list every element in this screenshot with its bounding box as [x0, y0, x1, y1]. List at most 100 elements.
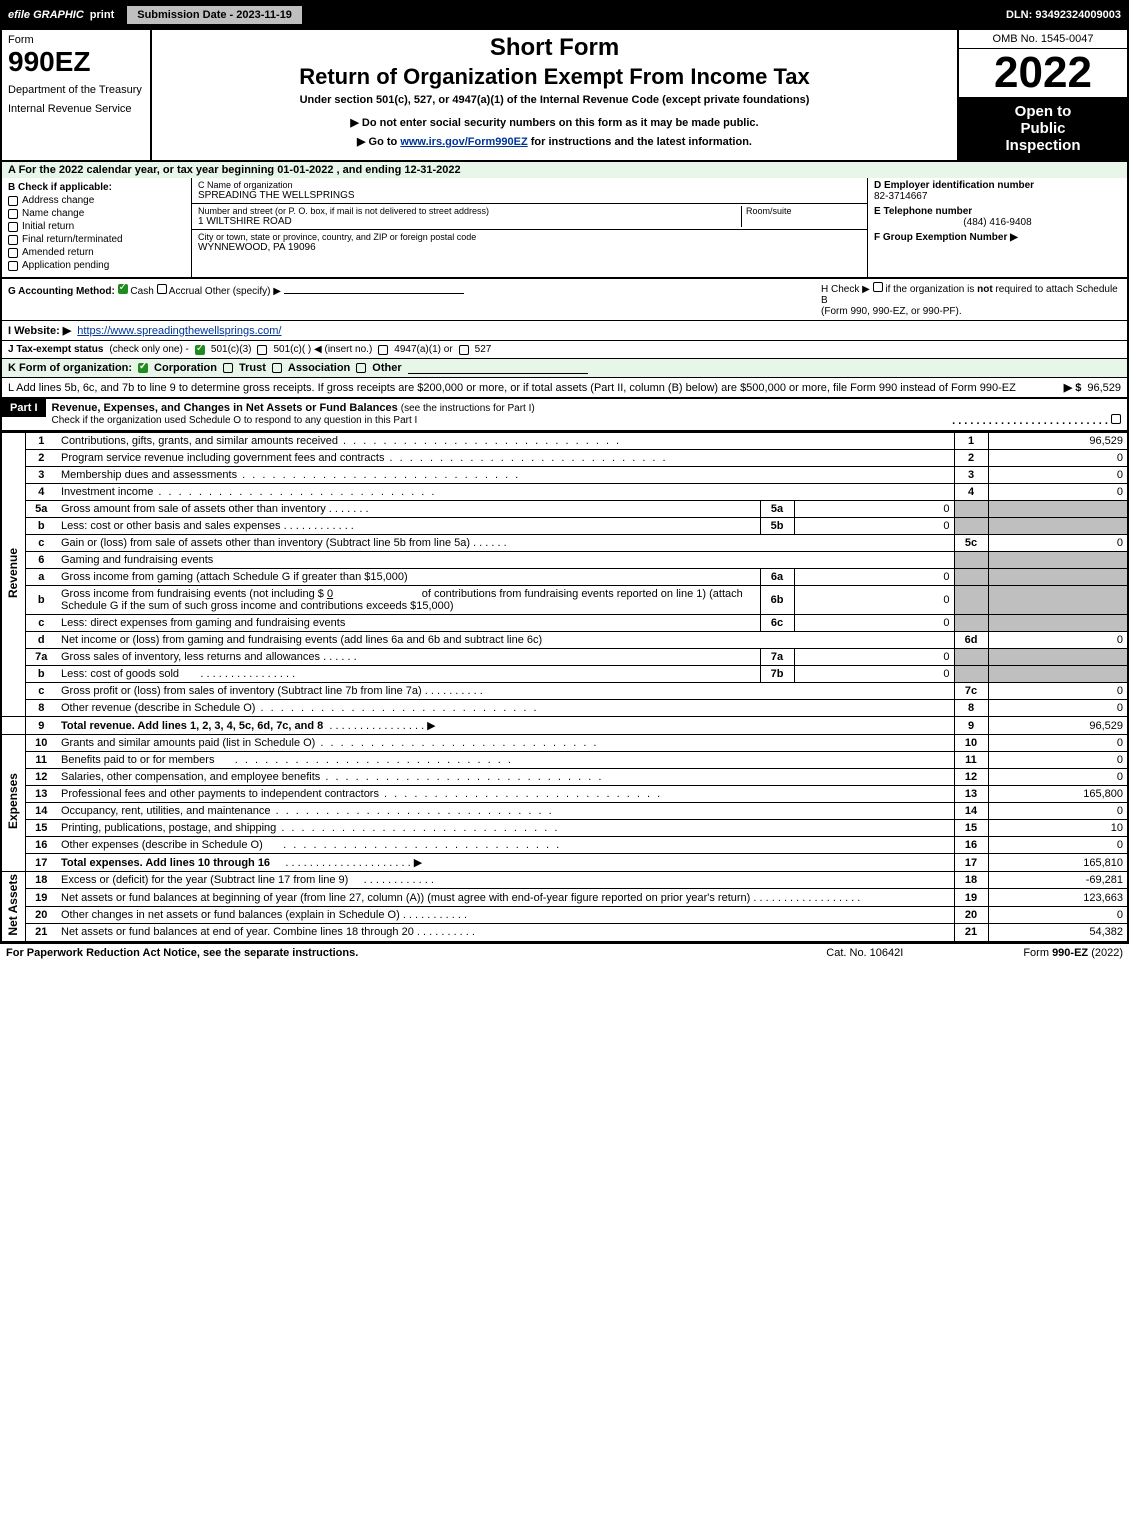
chk-other-org[interactable] [356, 363, 366, 373]
open-line2: Public [963, 120, 1123, 137]
line10-value: 0 [988, 735, 1128, 752]
line6c-value: 0 [794, 615, 954, 632]
chk-amended-return[interactable]: Amended return [8, 247, 185, 258]
part1-table: Revenue 1 Contributions, gifts, grants, … [0, 432, 1129, 943]
table-row: 7a Gross sales of inventory, less return… [1, 649, 1128, 666]
checkbox-icon [8, 196, 18, 206]
section-a: A For the 2022 calendar year, or tax yea… [0, 162, 1129, 178]
section-i: I Website: ▶ https://www.spreadingthewel… [0, 321, 1129, 341]
street-cell: Number and street (or P. O. box, if mail… [192, 204, 867, 230]
table-row: 8 Other revenue (describe in Schedule O)… [1, 700, 1128, 717]
header-center: Short Form Return of Organization Exempt… [152, 30, 957, 160]
table-row: 12 Salaries, other compensation, and emp… [1, 769, 1128, 786]
table-row: b Less: cost or other basis and sales ex… [1, 518, 1128, 535]
section-k: K Form of organization: Corporation Trus… [0, 359, 1129, 378]
chk-501c3[interactable] [195, 345, 205, 355]
chk-association[interactable] [272, 363, 282, 373]
room-label: Room/suite [746, 206, 861, 216]
checkbox-icon [8, 248, 18, 258]
website-link[interactable]: https://www.spreadingthewellsprings.com/ [77, 325, 281, 337]
chk-cash[interactable] [118, 284, 128, 294]
room-suite: Room/suite [741, 206, 861, 227]
line7b-value: 0 [794, 666, 954, 683]
submission-date: Submission Date - 2023-11-19 [126, 5, 303, 25]
chk-final-return[interactable]: Final return/terminated [8, 234, 185, 245]
table-row: 3 Membership dues and assessments 3 0 [1, 467, 1128, 484]
chk-4947[interactable] [378, 345, 388, 355]
part1-title: Revenue, Expenses, and Changes in Net As… [52, 402, 398, 414]
short-form-title: Short Form [160, 34, 949, 62]
chk-trust[interactable] [223, 363, 233, 373]
org-name-label: C Name of organization [198, 180, 355, 190]
dept-treasury: Department of the Treasury [8, 84, 144, 97]
table-row: b Less: cost of goods sold . . . . . . .… [1, 666, 1128, 683]
goto-link[interactable]: www.irs.gov/Form990EZ [400, 136, 527, 148]
line4-value: 0 [988, 484, 1128, 501]
ein: 82-3714667 [874, 191, 1121, 202]
chk-address-change[interactable]: Address change [8, 195, 185, 206]
chk-name-change[interactable]: Name change [8, 208, 185, 219]
table-row: 13 Professional fees and other payments … [1, 786, 1128, 803]
table-row: 16 Other expenses (describe in Schedule … [1, 837, 1128, 854]
table-row: 14 Occupancy, rent, utilities, and maint… [1, 803, 1128, 820]
checkbox-icon [8, 261, 18, 271]
org-name: SPREADING THE WELLSPRINGS [198, 190, 355, 201]
chk-schedule-b[interactable] [873, 282, 883, 292]
table-row: 5a Gross amount from sale of assets othe… [1, 501, 1128, 518]
section-bcd: B Check if applicable: Address change Na… [0, 178, 1129, 279]
table-row: 6 Gaming and fundraising events [1, 552, 1128, 569]
chk-501c[interactable] [257, 345, 267, 355]
line6b-value: 0 [794, 586, 954, 615]
g-label: G Accounting Method: [8, 286, 115, 297]
line1-value: 96,529 [988, 433, 1128, 450]
chk-527[interactable] [459, 345, 469, 355]
goto-pre: ▶ Go to [357, 136, 400, 148]
j-label: J Tax-exempt status [8, 344, 103, 355]
part1-title-wrap: Revenue, Expenses, and Changes in Net As… [46, 399, 1127, 430]
section-j: J Tax-exempt status (check only one) - 5… [0, 341, 1129, 359]
line15-value: 10 [988, 820, 1128, 837]
table-row: 20 Other changes in net assets or fund b… [1, 906, 1128, 923]
table-row: 2 Program service revenue including gove… [1, 450, 1128, 467]
city: WYNNEWOOD, PA 19096 [198, 242, 476, 253]
tel-label: E Telephone number [874, 206, 1121, 217]
table-row: c Less: direct expenses from gaming and … [1, 615, 1128, 632]
chk-accrual[interactable] [157, 284, 167, 294]
section-h: H Check ▶ if the organization is not req… [821, 282, 1121, 317]
arrow-icon: ▶ $ [1064, 381, 1082, 394]
org-name-cell: C Name of organization SPREADING THE WEL… [192, 178, 867, 204]
section-b: B Check if applicable: Address change Na… [2, 178, 192, 277]
goto-text: ▶ Go to www.irs.gov/Form990EZ for instru… [160, 135, 949, 148]
chk-application-pending[interactable]: Application pending [8, 260, 185, 271]
header-left: Form 990EZ Department of the Treasury In… [2, 30, 152, 160]
line7a-value: 0 [794, 649, 954, 666]
street: 1 WILTSHIRE ROAD [198, 216, 489, 227]
part1-sub: (see the instructions for Part I) [401, 403, 535, 414]
form-version: Form 990-EZ (2022) [1023, 947, 1123, 959]
section-l: L Add lines 5b, 6c, and 7b to line 9 to … [0, 378, 1129, 399]
tax-year: 2022 [959, 49, 1127, 97]
table-row: 19 Net assets or fund balances at beginn… [1, 889, 1128, 906]
table-row: 9 Total revenue. Add lines 1, 2, 3, 4, 5… [1, 717, 1128, 735]
line20-value: 0 [988, 906, 1128, 923]
table-row: Revenue 1 Contributions, gifts, grants, … [1, 433, 1128, 450]
line16-value: 0 [988, 837, 1128, 854]
other-org-input[interactable] [408, 362, 588, 374]
open-to-public: Open to Public Inspection [959, 97, 1127, 160]
chk-schedule-o[interactable] [1111, 414, 1121, 424]
table-row: c Gain or (loss) from sale of assets oth… [1, 535, 1128, 552]
city-cell: City or town, state or province, country… [192, 230, 867, 255]
form-word: Form [8, 34, 144, 46]
chk-initial-return[interactable]: Initial return [8, 221, 185, 232]
print-link[interactable]: print [90, 9, 126, 21]
dln-label: DLN: 93492324009003 [1006, 9, 1121, 21]
chk-corporation[interactable] [138, 363, 148, 373]
catalog-number: Cat. No. 10642I [826, 947, 903, 959]
line2-value: 0 [988, 450, 1128, 467]
part1-header-row: Part I Revenue, Expenses, and Changes in… [0, 399, 1129, 432]
other-specify-input[interactable] [284, 282, 464, 294]
line8-value: 0 [988, 700, 1128, 717]
h-label: H Check ▶ [821, 284, 870, 295]
table-row: c Gross profit or (loss) from sales of i… [1, 683, 1128, 700]
l-text: L Add lines 5b, 6c, and 7b to line 9 to … [8, 382, 1016, 394]
